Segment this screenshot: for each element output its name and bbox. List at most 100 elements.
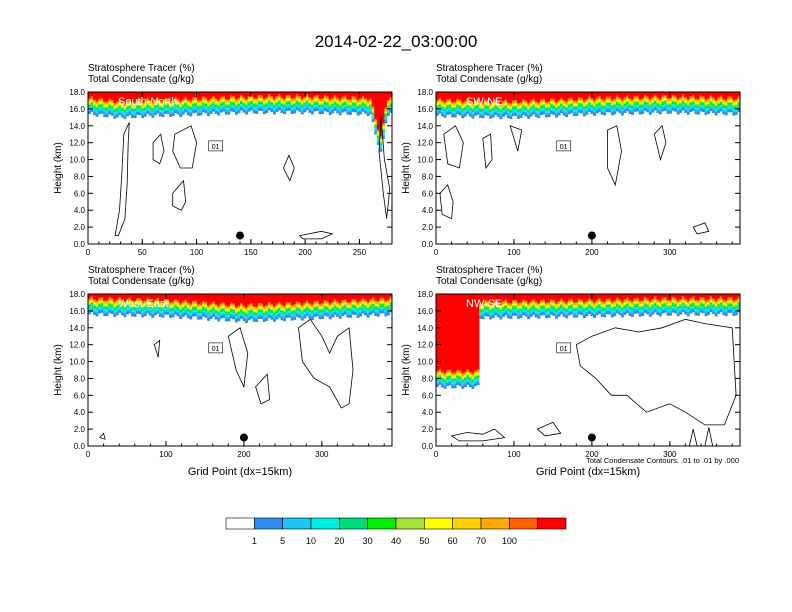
tracer-cell (108, 308, 112, 310)
tracer-cell (557, 306, 561, 308)
tracer-cell (719, 108, 723, 112)
tracer-cell (303, 307, 307, 310)
tracer-cell (131, 310, 134, 312)
tracer-cell (285, 304, 289, 307)
tracer-cell (732, 99, 736, 102)
tracer-cell (359, 109, 362, 112)
tracer-cell (252, 308, 256, 310)
tracer-cell (361, 108, 365, 112)
tracer-cell (494, 294, 498, 300)
tracer-cell (110, 309, 114, 311)
tracer-cell (126, 92, 129, 101)
tracer-cell (179, 112, 183, 114)
tracer-cell (491, 111, 495, 113)
tracer-cell (608, 107, 612, 110)
tracer-cell (481, 115, 485, 119)
tracer-cell (232, 294, 236, 304)
tracer-cell (110, 112, 114, 116)
tracer-cell (506, 106, 510, 108)
tracer-cell (565, 102, 569, 104)
tracer-cell (222, 95, 226, 98)
tracer-cell (359, 307, 362, 309)
tracer-cell (333, 304, 337, 306)
tracer-cell (278, 309, 281, 312)
tracer-cell (326, 96, 330, 98)
tracer-cell (600, 310, 604, 313)
tracer-cell (671, 107, 675, 111)
tracer-cell (310, 294, 314, 305)
tracer-cell (522, 103, 526, 105)
tracer-cell (707, 99, 710, 101)
tracer-cell (603, 102, 607, 104)
tracer-cell (438, 378, 442, 381)
tracer-cell (484, 92, 488, 100)
tracer-cell (696, 109, 700, 112)
tracer-cell (582, 100, 586, 102)
tracer-cell (560, 302, 564, 304)
tracer-cell (633, 102, 637, 104)
tracer-cell (496, 304, 500, 306)
tracer-cell (626, 92, 629, 96)
tracer-cell (171, 305, 175, 307)
tracer-cell (151, 305, 155, 308)
tracer-cell (557, 308, 561, 311)
tracer-cell (631, 92, 634, 100)
tracer-cell (494, 299, 498, 301)
tracer-cell (456, 98, 460, 100)
tracer-cell (608, 101, 612, 104)
tracer-cell (219, 312, 223, 314)
tracer-cell (336, 305, 340, 307)
tracer-cell (631, 106, 634, 109)
tracer-cell (202, 308, 205, 311)
tracer-cell (534, 308, 538, 310)
tracer-cell (148, 302, 152, 304)
tracer-cell (689, 97, 693, 99)
tracer-cell (436, 376, 439, 378)
tracer-cell (479, 106, 482, 108)
tracer-cell (555, 315, 558, 319)
tracer-cell (199, 316, 203, 320)
tracer-cell (641, 92, 645, 99)
tracer-cell (115, 92, 119, 102)
tracer-cell (499, 92, 503, 104)
tracer-cell (181, 105, 185, 107)
tracer-cell (196, 102, 200, 104)
tracer-cell (103, 300, 107, 302)
tracer-cell (250, 308, 254, 310)
tracer-cell (348, 308, 352, 310)
tracer-cell (209, 99, 213, 101)
tracer-cell (222, 306, 226, 308)
tracer-cell (169, 315, 172, 319)
tracer-cell (265, 110, 269, 114)
tracer-cell (232, 313, 236, 315)
tracer-cell (661, 98, 665, 100)
tracer-cell (476, 101, 480, 103)
tracer-cell (171, 294, 175, 302)
tracer-cell (174, 308, 178, 310)
tracer-cell (326, 302, 330, 304)
tracer-cell (714, 99, 718, 102)
tracer-cell (331, 309, 335, 312)
tracer-cell (158, 303, 162, 305)
tracer-cell (524, 111, 528, 114)
tracer-cell (374, 125, 378, 127)
tracer-cell (270, 105, 274, 108)
tracer-cell (143, 92, 147, 102)
tracer-cell (169, 112, 172, 114)
tracer-cell (237, 310, 241, 312)
tracer-cell (364, 103, 368, 105)
tracer-cell (146, 301, 150, 303)
tracer-cell (285, 99, 289, 101)
tracer-cell (262, 308, 266, 311)
tracer-cell (227, 105, 231, 107)
tracer-cell (712, 103, 716, 106)
tracer-cell (328, 101, 332, 104)
tracer-cell (194, 108, 198, 110)
tracer-cell (694, 101, 698, 103)
tracer-cell (648, 102, 652, 105)
tracer-cell (148, 111, 152, 113)
tracer-cell (732, 102, 736, 104)
tracer-cell (262, 109, 266, 112)
tracer-cell (717, 104, 721, 107)
tracer-cell (631, 111, 634, 115)
